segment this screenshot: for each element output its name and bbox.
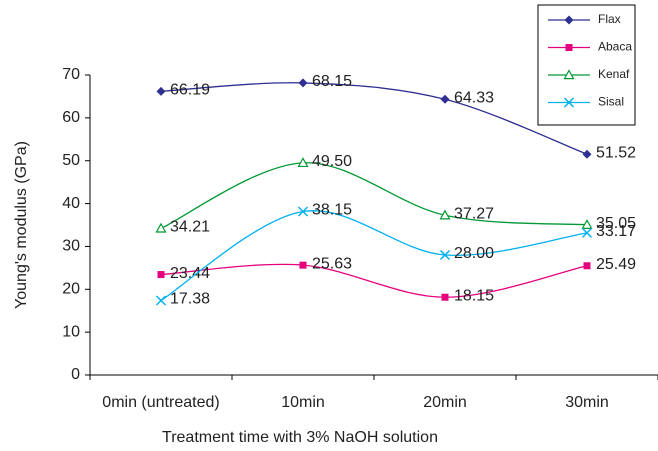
marker — [155, 295, 167, 306]
data-label: 66.19 — [170, 82, 210, 99]
y-tick-label: 10 — [62, 323, 80, 340]
y-tick-label: 0 — [71, 366, 80, 383]
marker — [563, 69, 575, 80]
data-label: 25.63 — [312, 255, 352, 272]
marker — [581, 219, 593, 229]
y-tick-label: 20 — [62, 281, 80, 298]
legend-label: Flax — [598, 12, 621, 26]
y-tick-label: 50 — [62, 152, 80, 169]
x-tick-label: 0min (untreated) — [102, 394, 219, 411]
legend-label: Kenaf — [598, 67, 630, 81]
marker — [565, 44, 573, 51]
data-label: 34.21 — [170, 219, 210, 236]
legend-label: Sisal — [598, 95, 624, 109]
marker — [440, 94, 450, 104]
data-label: 33.17 — [596, 223, 636, 240]
x-tick-label: 30min — [565, 394, 609, 411]
y-tick-label: 60 — [62, 109, 80, 126]
marker — [441, 293, 449, 301]
data-label: 38.15 — [312, 202, 352, 219]
x-tick-label: 20min — [423, 394, 467, 411]
marker — [583, 262, 591, 270]
data-label: 68.15 — [312, 73, 352, 90]
y-axis-label: Young's modulus (GPa) — [13, 141, 30, 309]
series-line — [160, 82, 588, 155]
data-label: 37.27 — [454, 205, 494, 222]
series-line — [160, 263, 588, 298]
data-label: 35.05 — [596, 215, 636, 232]
marker — [439, 209, 451, 220]
marker — [299, 261, 307, 269]
marker — [155, 222, 167, 233]
data-label: 25.49 — [596, 256, 636, 273]
series-line — [160, 210, 588, 302]
marker — [582, 149, 592, 159]
x-tick-label: 10min — [281, 394, 325, 411]
series-line — [160, 162, 588, 229]
marker — [563, 97, 575, 108]
y-tick-label: 30 — [62, 238, 80, 255]
data-label: 51.52 — [596, 144, 636, 161]
y-tick-label: 70 — [62, 66, 80, 83]
marker — [564, 15, 574, 25]
legend: Flax Abaca Kenaf Sisal — [537, 4, 636, 126]
data-label: 28.00 — [454, 245, 494, 262]
marker — [581, 227, 593, 238]
legend-label: Abaca — [598, 40, 632, 54]
marker — [156, 86, 166, 96]
marker — [297, 157, 309, 168]
legend-box — [537, 4, 636, 126]
y-tick-label: 40 — [62, 195, 80, 212]
data-label: 49.50 — [312, 153, 352, 170]
marker — [297, 206, 309, 217]
marker — [439, 249, 451, 261]
x-axis-label: Treatment time with 3% NaOH solution — [162, 429, 438, 446]
data-label: 17.38 — [170, 291, 210, 308]
data-label: 23.44 — [170, 265, 210, 282]
marker — [298, 78, 308, 88]
data-label: 18.15 — [454, 287, 494, 304]
marker — [157, 271, 165, 279]
data-label: 64.33 — [454, 90, 494, 107]
